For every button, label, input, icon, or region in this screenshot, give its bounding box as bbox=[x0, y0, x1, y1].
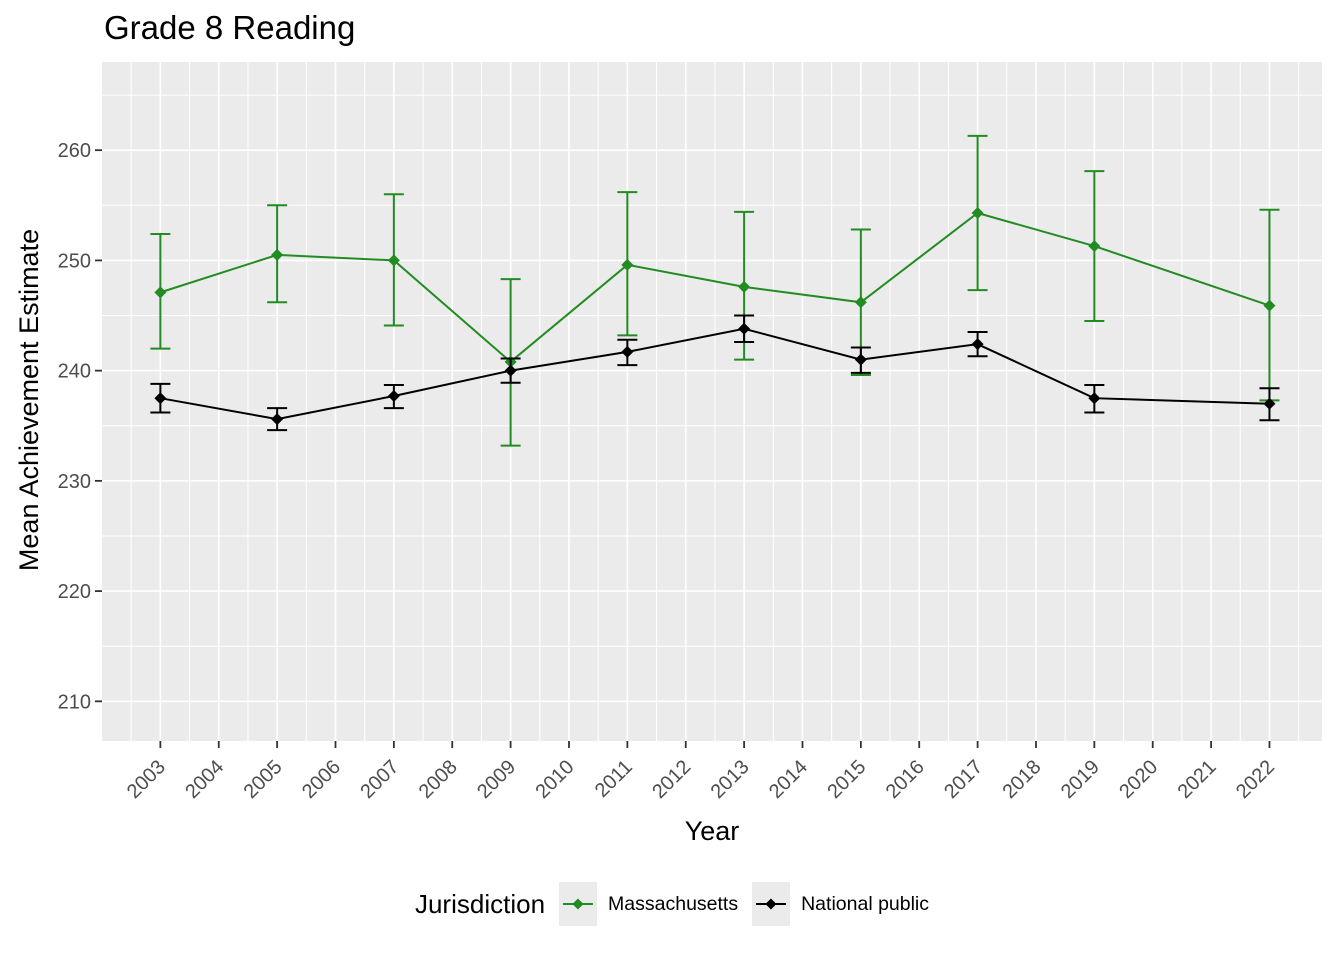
x-tick-label: 2010 bbox=[531, 756, 578, 803]
panel-background bbox=[102, 62, 1322, 741]
y-tick-label: 220 bbox=[58, 581, 91, 603]
chart-svg: 210 220 230 240 250 260 2003 2004 2005 2006 2007 20… bbox=[14, 62, 1322, 846]
x-tick-label: 2004 bbox=[181, 756, 228, 803]
y-tick-label: 260 bbox=[58, 140, 91, 162]
x-tick-label: 2003 bbox=[123, 756, 170, 803]
series-national-public bbox=[150, 314, 1280, 432]
series-line bbox=[160, 211, 1270, 364]
x-tick-label: 2014 bbox=[765, 756, 812, 803]
data-point bbox=[621, 345, 634, 358]
x-tick-label: 2020 bbox=[1115, 756, 1162, 803]
legend-label-national-public: National public bbox=[801, 892, 930, 915]
y-axis-title: Mean Achievement Estimate bbox=[14, 229, 44, 571]
legend-key-national-public-icon bbox=[752, 882, 791, 926]
legend-label-massachusetts: Massachusetts bbox=[608, 892, 739, 915]
data-point bbox=[1263, 397, 1276, 410]
y-tick-label: 230 bbox=[58, 471, 91, 493]
legend-key-massachusetts-icon bbox=[559, 882, 598, 926]
x-tick-label: 2015 bbox=[823, 756, 870, 803]
y-tick-label: 240 bbox=[58, 361, 91, 383]
legend-key-marker bbox=[572, 898, 584, 910]
data-point bbox=[387, 389, 400, 402]
data-point bbox=[154, 286, 167, 299]
axis-ticks bbox=[95, 149, 1271, 748]
x-tick-label: 2006 bbox=[298, 756, 345, 803]
x-tick-label: 2021 bbox=[1174, 756, 1221, 803]
data-point bbox=[1088, 392, 1101, 405]
x-tick-label: 2009 bbox=[473, 756, 520, 803]
data-point bbox=[971, 338, 984, 351]
x-tick-label: 2022 bbox=[1232, 756, 1279, 803]
x-tick-label: 2018 bbox=[998, 756, 1045, 803]
y-tick-label: 210 bbox=[58, 691, 91, 713]
x-tick-label: 2005 bbox=[240, 756, 287, 803]
grid-major bbox=[102, 62, 1322, 741]
data-point bbox=[854, 353, 867, 366]
data-point bbox=[621, 258, 634, 271]
data-point bbox=[271, 413, 284, 426]
series-layer bbox=[150, 134, 1280, 447]
data-point bbox=[387, 254, 400, 267]
legend-title: Jurisdiction bbox=[414, 888, 546, 919]
data-point bbox=[1088, 240, 1101, 253]
data-point bbox=[154, 392, 167, 405]
legend-item-national-public: National public bbox=[752, 882, 929, 926]
x-tick-label: 2013 bbox=[707, 756, 754, 803]
x-tick-label: 2019 bbox=[1057, 756, 1104, 803]
data-point bbox=[738, 322, 751, 335]
x-tick-label: 2012 bbox=[648, 756, 695, 803]
legend: Jurisdiction Massachusetts National publ… bbox=[415, 882, 929, 926]
series-line bbox=[160, 327, 1270, 421]
y-tick-label: 250 bbox=[58, 250, 91, 272]
x-tick-label: 2017 bbox=[940, 756, 987, 803]
data-point bbox=[738, 280, 751, 293]
data-point bbox=[1263, 299, 1276, 312]
x-axis-title: Year bbox=[685, 816, 740, 846]
x-tick-label: 2016 bbox=[882, 756, 929, 803]
plot-title: Grade 8 Reading bbox=[104, 9, 356, 46]
x-tick-label: 2008 bbox=[415, 756, 462, 803]
legend-key-marker bbox=[765, 898, 777, 910]
x-tick-label: 2011 bbox=[591, 756, 637, 802]
data-point bbox=[504, 364, 517, 377]
legend-item-massachusetts: Massachusetts bbox=[559, 882, 738, 926]
series-massachusetts bbox=[150, 134, 1280, 447]
panel-rect bbox=[102, 62, 1322, 741]
data-point bbox=[854, 296, 867, 309]
data-point bbox=[971, 207, 984, 220]
data-point bbox=[271, 248, 284, 261]
x-tick-label: 2007 bbox=[356, 756, 403, 803]
